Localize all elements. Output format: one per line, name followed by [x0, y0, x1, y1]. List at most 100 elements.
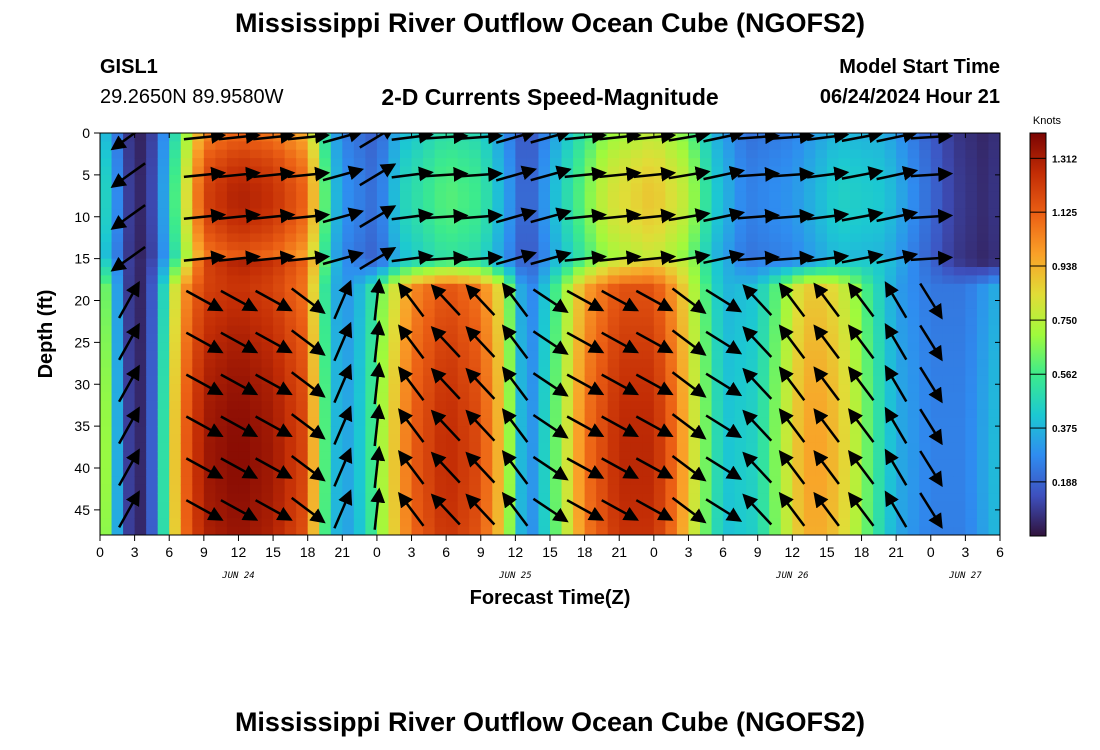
heatmap-cell [365, 200, 378, 209]
heatmap-cell [630, 526, 643, 535]
heatmap-cell [653, 375, 666, 385]
heatmap-cell [619, 459, 632, 469]
heatmap-cell [250, 241, 263, 251]
heatmap-cell [792, 233, 805, 243]
heatmap-cell [573, 225, 586, 235]
heatmap-cell [192, 476, 205, 486]
heatmap-cell [769, 468, 782, 477]
heatmap-cell [757, 501, 770, 511]
heatmap-cell [515, 334, 528, 343]
heatmap-cell [388, 350, 401, 360]
heatmap-cell [446, 509, 459, 519]
heatmap-cell [215, 476, 228, 486]
heatmap-cell [376, 426, 390, 436]
heatmap-cell [711, 468, 724, 477]
heatmap-cell [111, 384, 124, 394]
heatmap-cell [111, 484, 124, 494]
heatmap-cell [561, 275, 574, 285]
heatmap-cell [619, 317, 632, 327]
heatmap-cell [550, 267, 563, 276]
heatmap-cell [469, 191, 482, 201]
heatmap-cell [965, 258, 978, 268]
heatmap-cell [446, 300, 459, 310]
heatmap-cell [157, 258, 170, 268]
heatmap-cell [100, 149, 113, 159]
heatmap-cell [584, 334, 597, 343]
heatmap-cell [769, 200, 782, 209]
heatmap-cell [100, 183, 113, 193]
heatmap-cell [573, 359, 586, 369]
heatmap-cell [261, 367, 274, 377]
heatmap-cell [688, 334, 701, 343]
date-label: JUN 25 [498, 571, 532, 581]
heatmap-cell [203, 501, 216, 511]
heatmap-cell [896, 283, 909, 293]
heatmap-cell [480, 275, 493, 285]
current-vector [254, 289, 293, 312]
heatmap-cell [884, 200, 897, 209]
heatmap-cell [976, 459, 990, 469]
heatmap-cell [400, 174, 413, 184]
heatmap-cell [630, 183, 643, 193]
heatmap-cell [434, 384, 447, 394]
heatmap-cell [976, 342, 990, 352]
heatmap-cell [273, 442, 286, 452]
heatmap-cell [100, 292, 113, 302]
heatmap-cell [769, 158, 782, 168]
heatmap-cell [642, 233, 655, 243]
heatmap-cell [400, 392, 413, 402]
heatmap-cell [953, 300, 966, 310]
heatmap-cell [734, 442, 747, 452]
heatmap-cell [896, 158, 909, 168]
heatmap-cell [930, 283, 943, 293]
heatmap-cell [861, 183, 874, 193]
heatmap-cell [930, 526, 943, 535]
heatmap-cell [480, 518, 493, 528]
heatmap-cell [434, 401, 447, 410]
heatmap-cell [861, 509, 874, 519]
heatmap-cell [676, 342, 690, 352]
heatmap-cell [838, 350, 851, 360]
heatmap-cell [734, 141, 747, 151]
heatmap-cell [746, 250, 759, 260]
heatmap-cell [619, 267, 632, 276]
heatmap-cell [353, 409, 366, 419]
heatmap-cell [907, 292, 920, 302]
heatmap-cell [596, 476, 609, 486]
heatmap-cell [711, 384, 724, 394]
heatmap-cell [792, 375, 805, 385]
heatmap-cell [492, 476, 505, 486]
heatmap-cell [169, 317, 182, 327]
heatmap-cell [538, 509, 551, 519]
heatmap-cell [111, 133, 124, 142]
heatmap-cell [769, 141, 782, 151]
heatmap-cell [342, 434, 355, 444]
heatmap-cell [561, 334, 574, 343]
heatmap-cell [180, 442, 193, 452]
heatmap-cell [157, 174, 170, 184]
heatmap-cell [203, 409, 216, 419]
heatmap-cell [538, 166, 551, 176]
heatmap-cell [250, 292, 263, 302]
heatmap-cell [596, 191, 609, 201]
heatmap-cell [146, 526, 159, 535]
heatmap-cell [665, 317, 678, 327]
heatmap-cell [365, 409, 378, 419]
heatmap-cell [215, 526, 228, 535]
heatmap-cell [423, 451, 436, 461]
heatmap-cell [780, 342, 793, 352]
heatmap-cell [157, 509, 170, 519]
heatmap-cell [896, 200, 909, 209]
heatmap-cell [503, 509, 516, 519]
heatmap-cell [434, 233, 447, 243]
heatmap-cell [746, 200, 759, 209]
heatmap-cell [296, 300, 309, 310]
heatmap-cell [861, 409, 874, 419]
heatmap-cell [965, 250, 978, 260]
heatmap-cell [965, 426, 978, 436]
heatmap-cell [988, 149, 1000, 159]
heatmap-cell [134, 325, 147, 335]
heatmap-cell [688, 417, 701, 427]
heatmap-cell [503, 267, 516, 276]
heatmap-cell [850, 359, 863, 369]
